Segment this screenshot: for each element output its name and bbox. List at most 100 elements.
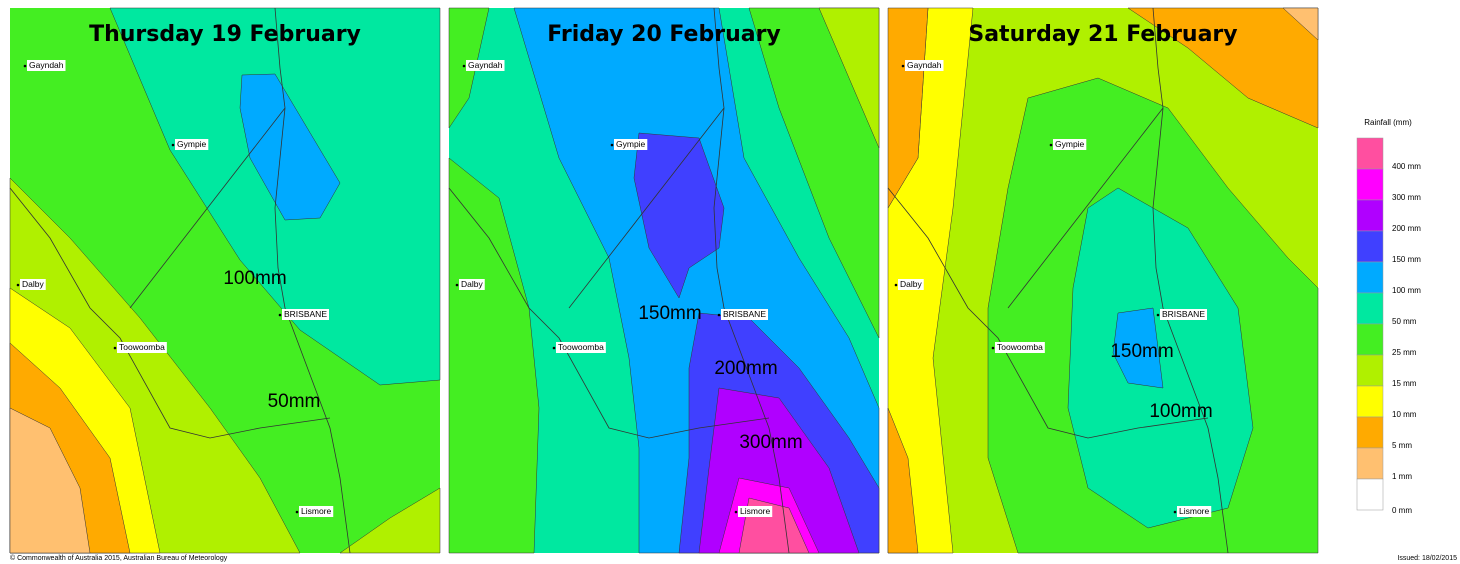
panel-title: Saturday 21 February (968, 22, 1237, 47)
place-dot (1156, 313, 1160, 317)
place-label: Gympie (1055, 139, 1085, 149)
panel-title: Thursday 19 February (89, 22, 361, 47)
legend-swatch (1356, 385, 1384, 418)
place-label-bg (1177, 506, 1212, 517)
panel-title: Friday 20 February (547, 22, 781, 47)
legend-label: 150 mm (1392, 255, 1421, 264)
legend-label: 5 mm (1392, 441, 1412, 450)
place-label-bg (299, 506, 334, 517)
place-label: Lismore (740, 506, 771, 516)
place-label-bg (738, 506, 773, 517)
place-dot (16, 283, 20, 287)
legend-swatch (1356, 478, 1384, 511)
contour-label: 200mm (714, 358, 777, 379)
place-label-bg (1053, 139, 1087, 150)
band (887, 407, 919, 554)
band (9, 407, 91, 554)
legend-swatch (1356, 354, 1384, 387)
copyright: © Commonwealth of Australia 2015, Austra… (10, 554, 228, 562)
place-label: Dalby (900, 279, 922, 289)
legend-swatch (1356, 292, 1384, 325)
place-label-bg (556, 342, 606, 353)
contour-label: 100mm (1149, 401, 1212, 422)
legend-label: 25 mm (1392, 348, 1417, 357)
place-dot (610, 143, 614, 147)
place-label-bg (459, 279, 485, 290)
legend-label: 400 mm (1392, 162, 1421, 171)
place-dot (1049, 143, 1053, 147)
legend-title: Rainfall (mm) (1364, 118, 1412, 127)
place-label-bg (721, 309, 768, 320)
place-label: BRISBANE (284, 309, 327, 319)
place-label: Lismore (301, 506, 332, 516)
legend-swatch (1356, 447, 1384, 480)
place-label: Gayndah (907, 60, 942, 70)
place-label-bg (175, 139, 209, 150)
place-dot (462, 64, 466, 68)
place-label-bg (898, 279, 924, 290)
place-label: BRISBANE (1162, 309, 1205, 319)
place-label: Gayndah (468, 60, 503, 70)
place-label-bg (282, 309, 329, 320)
legend-label: 100 mm (1392, 286, 1421, 295)
legend-swatch (1356, 416, 1384, 449)
band (239, 73, 341, 221)
place-label: BRISBANE (723, 309, 766, 319)
coastline (887, 7, 1229, 554)
place-label-bg (20, 279, 46, 290)
band (1282, 7, 1319, 41)
band (1067, 187, 1254, 529)
coastline (9, 7, 351, 554)
place-dot (894, 283, 898, 287)
place-dot (901, 64, 905, 68)
band (887, 7, 929, 209)
place-label-bg (27, 60, 66, 71)
contour-label: 150mm (1110, 341, 1173, 362)
place-label-bg (995, 342, 1045, 353)
legend-swatch (1356, 199, 1384, 232)
place-dot (295, 510, 299, 514)
place-label: Gayndah (29, 60, 64, 70)
place-label: Dalby (461, 279, 483, 289)
legend-swatch (1356, 261, 1384, 294)
map-panel: Thursday 19 February Gayndah Gympie Dalby BR… (9, 7, 441, 554)
place-label: Dalby (22, 279, 44, 289)
legend-swatch (1356, 137, 1384, 170)
place-dot (278, 313, 282, 317)
contour-label: 50mm (268, 391, 321, 412)
band (1112, 307, 1164, 389)
place-dot (1173, 510, 1177, 514)
band (448, 157, 540, 554)
issued-date: Issued: 18/02/2015 (1397, 555, 1457, 562)
legend-swatch (1356, 168, 1384, 201)
contour-label: 300mm (739, 432, 802, 453)
contour-label: 100mm (223, 268, 286, 289)
place-label-bg (614, 139, 648, 150)
legend: Rainfall (mm) 400 mm 300 mm 200 mm 150 mm 100… (1356, 118, 1421, 515)
legend-swatch (1356, 230, 1384, 263)
place-label-bg (905, 60, 944, 71)
legend-label: 0 mm (1392, 506, 1412, 515)
contour-label: 150mm (638, 303, 701, 324)
legend-label: 50 mm (1392, 317, 1417, 326)
place-label: Gympie (177, 139, 207, 149)
place-label: Lismore (1179, 506, 1210, 516)
place-label-bg (1160, 309, 1207, 320)
band (339, 487, 441, 554)
place-dot (455, 283, 459, 287)
band (633, 132, 725, 299)
place-label: Toowoomba (558, 342, 604, 352)
map-panel: Friday 20 February Gayndah Gympie Dalby BRIS… (448, 7, 880, 554)
legend-label: 200 mm (1392, 224, 1421, 233)
place-dot (23, 64, 27, 68)
place-label: Toowoomba (119, 342, 165, 352)
place-dot (171, 143, 175, 147)
place-dot (113, 346, 117, 350)
place-label-bg (117, 342, 167, 353)
legend-label: 10 mm (1392, 410, 1417, 419)
legend-label: 300 mm (1392, 193, 1421, 202)
place-dot (734, 510, 738, 514)
place-label-bg (466, 60, 505, 71)
place-dot (552, 346, 556, 350)
